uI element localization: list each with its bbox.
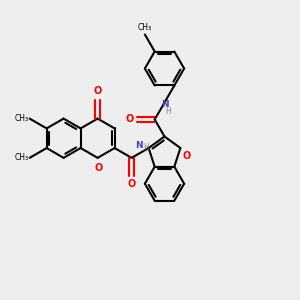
Text: N: N [135,141,143,150]
Text: N: N [162,100,169,109]
Text: CH₃: CH₃ [14,153,28,162]
Text: O: O [94,163,103,173]
Text: CH₃: CH₃ [138,22,152,32]
Text: O: O [128,179,136,189]
Text: CH₃: CH₃ [14,114,28,123]
Text: O: O [94,86,102,96]
Text: O: O [126,115,134,124]
Text: H: H [166,107,171,116]
Text: H: H [143,143,149,152]
Text: O: O [182,151,190,161]
